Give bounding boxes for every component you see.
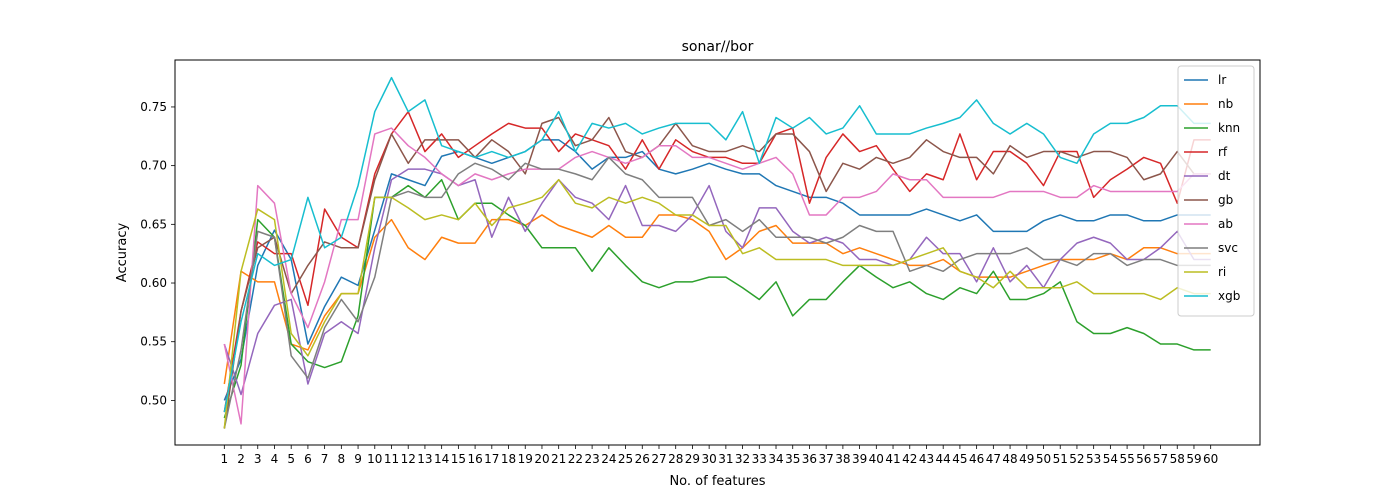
- legend: lr nb knn rf dt gb ab svc ri xgb: [1177, 65, 1255, 317]
- x-tick-label: 38: [835, 452, 850, 466]
- series-line-ri: [223, 178, 1211, 429]
- legend-label-rf: rf: [1218, 145, 1228, 159]
- x-tick-label: 60: [1203, 452, 1218, 466]
- x-tick-label: 50: [1036, 452, 1051, 466]
- series-line-nb: [223, 214, 1211, 385]
- x-tick-label: 53: [1086, 452, 1101, 466]
- x-tick-label: 21: [551, 452, 566, 466]
- x-tick-label: 15: [451, 452, 466, 466]
- x-tick-label: 10: [367, 452, 382, 466]
- x-tick-label: 4: [271, 452, 279, 466]
- series-line-lr: [223, 139, 1211, 401]
- series-line-gb: [223, 116, 1211, 429]
- x-tick-label: 12: [401, 452, 416, 466]
- x-tick-label: 36: [802, 452, 817, 466]
- x-tick-label: 25: [618, 452, 633, 466]
- legend-label-dt: dt: [1218, 169, 1231, 183]
- x-tick-label: 52: [1069, 452, 1084, 466]
- x-tick-label: 19: [518, 452, 533, 466]
- legend-label-knn: knn: [1218, 121, 1240, 135]
- x-tick-label: 32: [735, 452, 750, 466]
- x-tick-label: 29: [685, 452, 700, 466]
- x-tick-label: 31: [718, 452, 733, 466]
- x-tick-label: 5: [287, 452, 295, 466]
- y-tick-label: 0.55: [140, 335, 167, 349]
- x-tick-label: 7: [321, 452, 329, 466]
- x-tick-label: 35: [785, 452, 800, 466]
- x-tick-label: 20: [534, 452, 549, 466]
- legend-label-ab: ab: [1218, 217, 1233, 231]
- y-tick-label: 0.60: [140, 276, 167, 290]
- x-tick-label: 11: [384, 452, 399, 466]
- axes-frame: [174, 59, 1261, 446]
- x-tick-label: 45: [952, 452, 967, 466]
- x-tick-label: 40: [869, 452, 884, 466]
- x-tick-label: 2: [237, 452, 245, 466]
- legend-label-svc: svc: [1218, 241, 1238, 255]
- x-tick-label: 23: [584, 452, 599, 466]
- legend-label-gb: gb: [1218, 193, 1233, 207]
- x-tick-label: 43: [919, 452, 934, 466]
- y-axis-label: Accuracy: [115, 223, 130, 283]
- y-tick-label: 0.65: [140, 217, 167, 231]
- x-tick-label: 41: [885, 452, 900, 466]
- x-tick-label: 13: [417, 452, 432, 466]
- plot-area: [223, 76, 1211, 429]
- x-axis-label: No. of features: [669, 474, 765, 489]
- series-line-xgb: [223, 76, 1211, 413]
- y-tick-label: 0.50: [140, 393, 167, 407]
- x-tick-label: 28: [668, 452, 683, 466]
- x-axis: 1 2 3 4 5 6 7 8 9 10 11 12 13 14 15 16 17 18 19 20 21 22 23 24 2…: [220, 445, 1218, 466]
- x-tick-label: 59: [1186, 452, 1201, 466]
- x-tick-label: 47: [986, 452, 1001, 466]
- x-tick-label: 24: [601, 452, 616, 466]
- x-tick-label: 1: [220, 452, 228, 466]
- x-tick-label: 44: [936, 452, 951, 466]
- x-tick-label: 26: [635, 452, 650, 466]
- x-tick-label: 39: [852, 452, 867, 466]
- x-tick-label: 8: [338, 452, 346, 466]
- x-tick-label: 9: [354, 452, 362, 466]
- x-tick-label: 6: [304, 452, 312, 466]
- legend-label-lr: lr: [1218, 73, 1226, 87]
- x-tick-label: 58: [1170, 452, 1185, 466]
- x-tick-label: 49: [1019, 452, 1034, 466]
- series-line-svc: [223, 156, 1211, 429]
- x-tick-label: 33: [752, 452, 767, 466]
- x-tick-label: 3: [254, 452, 262, 466]
- legend-label-ri: ri: [1218, 265, 1226, 279]
- x-tick-label: 14: [434, 452, 449, 466]
- x-tick-label: 54: [1103, 452, 1118, 466]
- series-line-ab: [223, 127, 1211, 425]
- x-tick-label: 51: [1053, 452, 1068, 466]
- series-line-dt: [223, 168, 1211, 396]
- x-tick-label: 16: [467, 452, 482, 466]
- x-tick-label: 46: [969, 452, 984, 466]
- y-axis: 0.50 0.55 0.60 0.65 0.70 0.75: [140, 100, 175, 407]
- y-tick-label: 0.70: [140, 159, 167, 173]
- y-tick-label: 0.75: [140, 100, 167, 114]
- x-tick-label: 17: [484, 452, 499, 466]
- legend-label-nb: nb: [1218, 97, 1233, 111]
- x-tick-label: 27: [651, 452, 666, 466]
- x-tick-label: 55: [1119, 452, 1134, 466]
- x-tick-label: 37: [819, 452, 834, 466]
- x-tick-label: 34: [768, 452, 783, 466]
- x-tick-label: 30: [702, 452, 717, 466]
- chart-title: sonar//bor: [682, 39, 754, 55]
- x-tick-label: 57: [1153, 452, 1168, 466]
- x-tick-label: 42: [902, 452, 917, 466]
- legend-label-xgb: xgb: [1218, 289, 1240, 303]
- x-tick-label: 56: [1136, 452, 1151, 466]
- x-tick-label: 22: [568, 452, 583, 466]
- x-tick-label: 48: [1002, 452, 1017, 466]
- x-tick-label: 18: [501, 452, 516, 466]
